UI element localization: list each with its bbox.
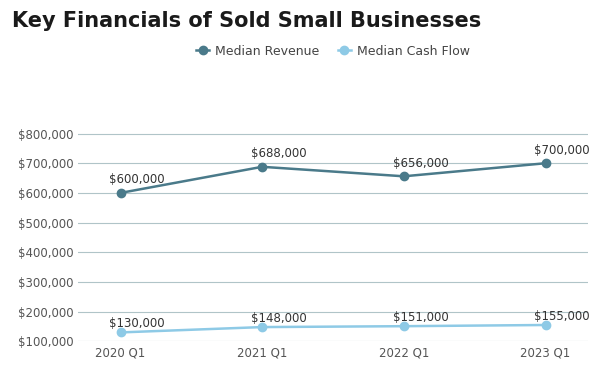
Text: $600,000: $600,000 [109, 173, 165, 186]
Text: $656,000: $656,000 [392, 157, 448, 170]
Legend: Median Revenue, Median Cash Flow: Median Revenue, Median Cash Flow [191, 40, 475, 63]
Text: $151,000: $151,000 [392, 311, 448, 324]
Text: $155,000: $155,000 [534, 310, 590, 323]
Text: $148,000: $148,000 [251, 312, 307, 325]
Text: $130,000: $130,000 [109, 317, 165, 330]
Text: $700,000: $700,000 [534, 144, 590, 157]
Text: $688,000: $688,000 [251, 147, 307, 160]
Text: Key Financials of Sold Small Businesses: Key Financials of Sold Small Businesses [12, 11, 481, 31]
